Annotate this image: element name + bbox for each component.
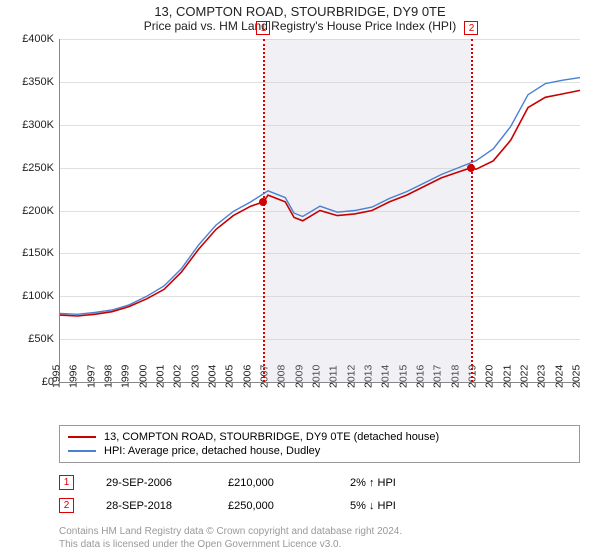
series-property <box>60 90 580 316</box>
transaction-date: 28-SEP-2018 <box>106 500 196 512</box>
series-hpi <box>60 78 580 315</box>
legend-item: 13, COMPTON ROAD, STOURBRIDGE, DY9 0TE (… <box>68 430 571 444</box>
transaction-diff: 5% ↓ HPI <box>350 500 440 512</box>
y-axis-label: £400K <box>22 33 60 45</box>
transaction-badge: 1 <box>59 475 74 490</box>
transaction-price: £250,000 <box>228 500 318 512</box>
chart-plot-area: £0£50K£100K£150K£200K£250K£300K£350K£400… <box>59 39 580 383</box>
footnote-line: Contains HM Land Registry data © Crown c… <box>59 525 586 538</box>
transaction-row: 1 29-SEP-2006 £210,000 2% ↑ HPI <box>59 471 586 494</box>
price-marker <box>259 198 267 206</box>
chart-subtitle: Price paid vs. HM Land Registry's House … <box>14 19 586 33</box>
chart-titles: 13, COMPTON ROAD, STOURBRIDGE, DY9 0TE P… <box>14 4 586 33</box>
legend-label: 13, COMPTON ROAD, STOURBRIDGE, DY9 0TE (… <box>104 431 439 443</box>
y-axis-label: £300K <box>22 119 60 131</box>
event-badge: 1 <box>256 21 270 35</box>
y-axis-label: £250K <box>22 162 60 174</box>
chart-title: 13, COMPTON ROAD, STOURBRIDGE, DY9 0TE <box>14 4 586 19</box>
y-axis-label: £350K <box>22 76 60 88</box>
footnote: Contains HM Land Registry data © Crown c… <box>59 525 586 551</box>
transactions-table: 1 29-SEP-2006 £210,000 2% ↑ HPI 2 28-SEP-2018… <box>59 471 586 517</box>
y-axis-label: £150K <box>22 247 60 259</box>
legend-swatch <box>68 436 96 438</box>
y-axis-label: £100K <box>22 290 60 302</box>
legend-label: HPI: Average price, detached house, Dudl… <box>104 445 320 457</box>
transaction-price: £210,000 <box>228 477 318 489</box>
y-axis-label: £200K <box>22 205 60 217</box>
transaction-date: 29-SEP-2006 <box>106 477 196 489</box>
price-marker <box>467 164 475 172</box>
y-axis-label: £50K <box>28 333 60 345</box>
transaction-row: 2 28-SEP-2018 £250,000 5% ↓ HPI <box>59 494 586 517</box>
legend-item: HPI: Average price, detached house, Dudl… <box>68 444 571 458</box>
legend: 13, COMPTON ROAD, STOURBRIDGE, DY9 0TE (… <box>59 425 580 463</box>
legend-swatch <box>68 450 96 452</box>
transaction-diff: 2% ↑ HPI <box>350 477 440 489</box>
footnote-line: This data is licensed under the Open Gov… <box>59 538 586 551</box>
transaction-badge: 2 <box>59 498 74 513</box>
event-badge: 2 <box>464 21 478 35</box>
